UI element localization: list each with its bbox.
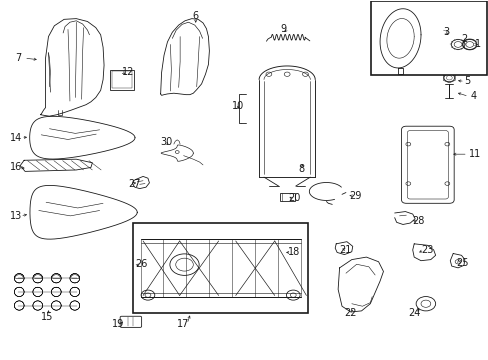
Text: 9: 9 [280,24,286,34]
Text: 13: 13 [10,211,22,221]
Text: 23: 23 [420,245,432,255]
Text: 5: 5 [463,76,469,86]
Text: 26: 26 [135,259,147,269]
Text: 25: 25 [456,258,468,268]
Text: 11: 11 [468,149,480,159]
Text: 17: 17 [177,319,189,329]
Text: 2: 2 [461,34,467,44]
Text: 22: 22 [344,309,356,318]
Text: 3: 3 [443,27,448,37]
Text: 15: 15 [41,312,53,322]
Text: 7: 7 [15,53,21,63]
Text: 21: 21 [338,245,350,255]
Text: 4: 4 [470,91,476,102]
Text: 16: 16 [10,162,22,172]
Bar [133,223,307,314]
Text: 12: 12 [122,67,134,77]
Text: 20: 20 [288,193,300,203]
Text: 28: 28 [412,216,424,226]
Bar [370,1,487,75]
Text: 10: 10 [232,102,244,112]
Text: 24: 24 [407,309,420,318]
Text: 18: 18 [288,247,300,257]
Text: 27: 27 [128,179,141,189]
Text: 29: 29 [348,191,361,201]
Text: 1: 1 [474,40,480,49]
Text: 14: 14 [10,133,22,143]
Text: 19: 19 [112,319,124,329]
Text: 6: 6 [192,11,199,21]
Text: 8: 8 [298,164,304,174]
Text: 30: 30 [160,138,173,147]
Bar [279,193,295,201]
